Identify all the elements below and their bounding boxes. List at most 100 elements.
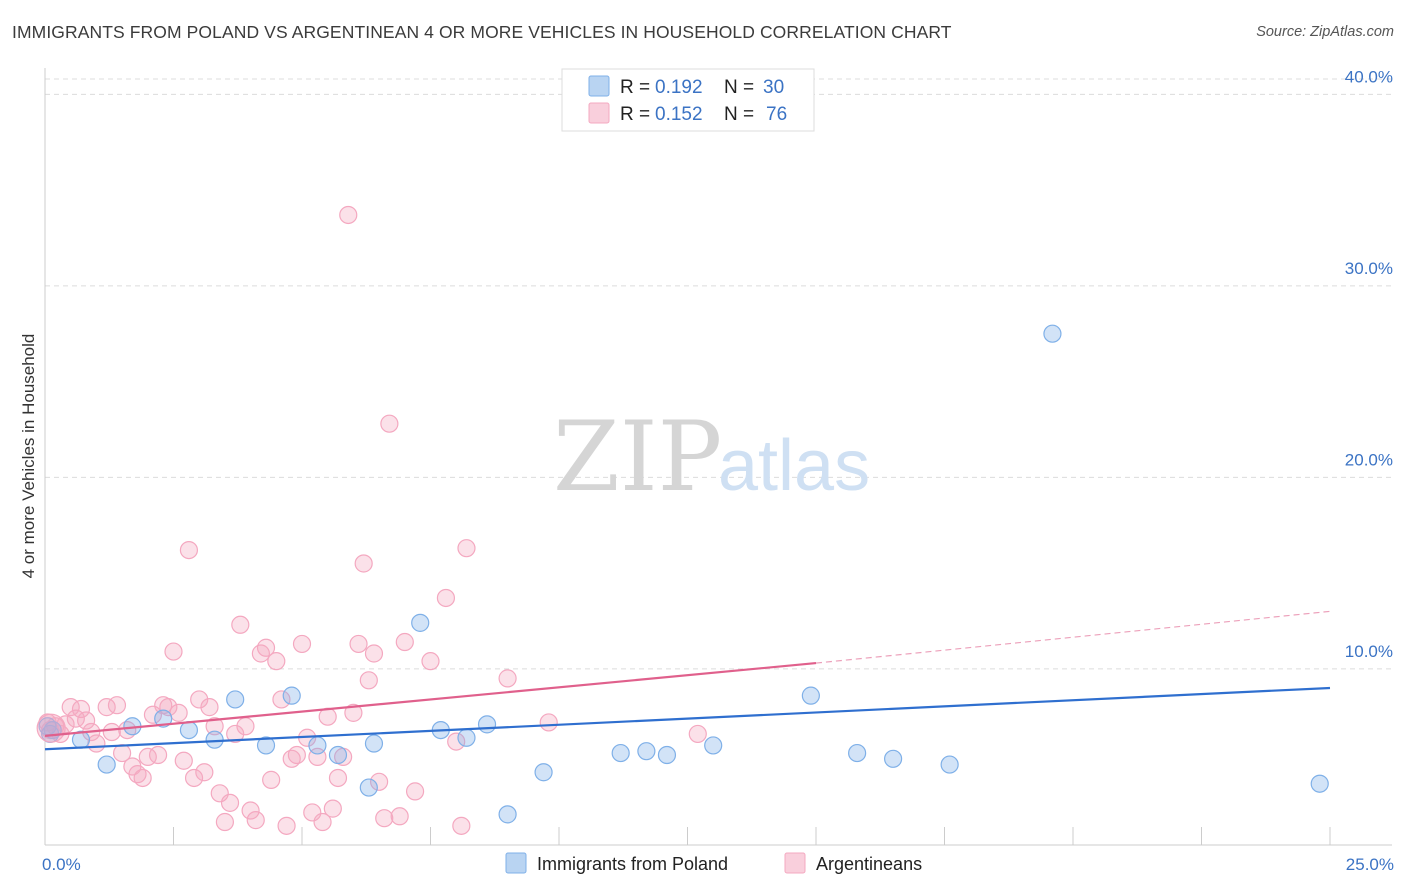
point-argentineans-42 xyxy=(256,638,276,657)
legend-r-value-argentineans: 0.152 xyxy=(655,104,703,125)
point-poland-28 xyxy=(883,749,903,768)
point-argentineans-53 xyxy=(313,812,332,832)
point-argentineans-34 xyxy=(215,812,234,832)
point-poland-13 xyxy=(328,745,348,765)
point-argentineans-12 xyxy=(102,722,121,742)
point-argentineans-43 xyxy=(262,770,281,789)
series-legend-label-poland: Immigrants from Poland xyxy=(537,854,728,874)
point-argentineans-21 xyxy=(148,745,168,765)
point-argentineans-73 xyxy=(452,816,471,835)
point-argentineans-45 xyxy=(272,690,291,709)
point-argentineans-29 xyxy=(190,690,209,709)
point-poland-25 xyxy=(704,736,723,755)
point-argentineans-41 xyxy=(251,644,270,663)
point-argentineans-26 xyxy=(174,751,193,770)
point-argentineans-56 xyxy=(328,768,348,788)
trend-line-argentineans xyxy=(44,661,817,737)
point-argentineans-70 xyxy=(421,652,440,671)
point-argentineans-49 xyxy=(292,634,312,654)
legend-n-label-poland: N = xyxy=(724,77,754,98)
point-argentineans-74 xyxy=(457,539,476,558)
legend-n-value-argentineans: 76 xyxy=(766,104,787,125)
y-axis-label: 4 or more Vehicles in Household xyxy=(19,334,38,579)
point-poland-30 xyxy=(1043,324,1062,343)
legend-swatch-argentineans xyxy=(588,102,610,124)
point-poland-9 xyxy=(226,690,245,709)
point-argentineans-48 xyxy=(287,745,306,765)
point-poland-16 xyxy=(411,613,430,632)
point-argentineans-27 xyxy=(179,540,199,560)
point-argentineans-25 xyxy=(169,703,188,722)
point-argentineans-58 xyxy=(339,205,358,225)
point-poland-11 xyxy=(282,686,301,705)
point-poland-4 xyxy=(97,755,116,774)
series-legend-swatch-poland xyxy=(505,852,527,874)
point-argentineans-13 xyxy=(107,696,127,715)
x-tick-min: 0.0% xyxy=(42,855,81,874)
legend-swatch-poland xyxy=(588,75,610,97)
y-tick-label-1: 20.0% xyxy=(1345,450,1393,469)
point-poland-15 xyxy=(364,734,384,753)
point-argentineans-24 xyxy=(164,642,183,661)
point-argentineans-39 xyxy=(241,801,260,820)
point-poland-23 xyxy=(637,742,656,761)
point-argentineans-18 xyxy=(133,768,152,788)
point-poland-19 xyxy=(477,715,497,734)
point-poland-12 xyxy=(308,736,327,755)
point-argentineans-36 xyxy=(226,724,245,744)
point-poland-21 xyxy=(534,763,553,782)
series-legend: Immigrants from Poland Argentineans xyxy=(505,852,922,874)
point-argentineans-72 xyxy=(447,732,466,751)
watermark-atlas: atlas xyxy=(718,426,870,506)
point-argentineans-23 xyxy=(159,698,178,717)
point-poland-6 xyxy=(154,709,173,728)
source-label: Source: ZipAtlas.com xyxy=(1256,24,1394,40)
legend-r-label-argentineans: R = xyxy=(620,104,650,125)
point-poland-14 xyxy=(359,778,378,797)
y-tick-labels: 10.0% 20.0% 30.0% 40.0% xyxy=(1345,67,1393,661)
point-argentineans-69 xyxy=(405,782,425,801)
point-argentineans-8 xyxy=(77,711,96,730)
legend-n-value-poland: 30 xyxy=(763,77,784,98)
point-cluster-origin xyxy=(36,713,66,743)
point-poland-29 xyxy=(940,755,959,774)
point-poland-8 xyxy=(205,730,224,749)
point-argentineans-10 xyxy=(87,734,106,753)
point-argentineans-32 xyxy=(205,717,224,736)
point-poland-20 xyxy=(498,805,517,824)
point-argentineans-59 xyxy=(344,703,363,722)
point-poland-22 xyxy=(611,743,630,763)
point-poland-27 xyxy=(848,743,867,763)
point-argentineans-61 xyxy=(354,554,373,573)
point-argentineans-44 xyxy=(267,652,286,671)
point-argentineans-62 xyxy=(359,671,378,690)
point-argentineans-38 xyxy=(236,717,255,736)
trend-lines xyxy=(44,610,1331,751)
trend-line-argentineans-extrapolated xyxy=(815,610,1331,664)
legend-r-value-poland: 0.192 xyxy=(655,77,703,98)
point-argentineans-75 xyxy=(498,669,517,688)
point-argentineans-66 xyxy=(380,414,399,433)
point-poland-24 xyxy=(657,745,677,765)
point-argentineans-28 xyxy=(184,768,204,788)
series-legend-swatch-argentineans xyxy=(784,852,806,874)
point-poland-18 xyxy=(457,728,476,747)
point-argentineans-40 xyxy=(246,811,265,830)
point-poland-26 xyxy=(801,686,820,705)
point-argentineans-68 xyxy=(395,632,414,652)
point-argentineans-63 xyxy=(364,644,384,663)
chart-title: IMMIGRANTS FROM POLAND VS ARGENTINEAN 4 … xyxy=(12,22,952,42)
point-argentineans-55 xyxy=(323,799,342,818)
point-argentineans-65 xyxy=(375,809,394,828)
y-tick-label-0: 10.0% xyxy=(1345,642,1393,661)
point-argentineans-67 xyxy=(390,807,409,826)
point-poland-10 xyxy=(256,736,276,755)
point-argentineans-64 xyxy=(370,772,389,791)
point-argentineans-76 xyxy=(539,713,558,732)
trend-line-poland xyxy=(44,686,1331,751)
legend-n-label-argentineans: N = xyxy=(724,104,754,125)
point-argentineans-77 xyxy=(688,724,707,744)
point-argentineans-31 xyxy=(200,698,219,717)
point-argentineans-35 xyxy=(220,793,240,812)
